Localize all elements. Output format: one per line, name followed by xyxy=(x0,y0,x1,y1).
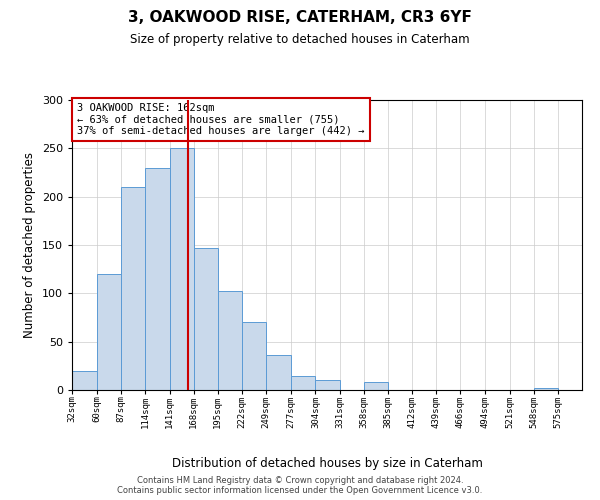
Bar xyxy=(218,292,242,390)
Text: Size of property relative to detached houses in Caterham: Size of property relative to detached ho… xyxy=(130,32,470,46)
Bar xyxy=(364,382,388,390)
Bar xyxy=(316,380,340,390)
Bar xyxy=(97,274,121,390)
Y-axis label: Number of detached properties: Number of detached properties xyxy=(23,152,36,338)
Text: Contains HM Land Registry data © Crown copyright and database right 2024.
Contai: Contains HM Land Registry data © Crown c… xyxy=(118,476,482,495)
Bar xyxy=(291,376,316,390)
Text: 3, OAKWOOD RISE, CATERHAM, CR3 6YF: 3, OAKWOOD RISE, CATERHAM, CR3 6YF xyxy=(128,10,472,25)
Text: Distribution of detached houses by size in Caterham: Distribution of detached houses by size … xyxy=(172,458,482,470)
Bar xyxy=(266,355,291,390)
Bar xyxy=(170,148,194,390)
Bar xyxy=(194,248,218,390)
Bar xyxy=(72,370,97,390)
Text: 3 OAKWOOD RISE: 162sqm
← 63% of detached houses are smaller (755)
37% of semi-de: 3 OAKWOOD RISE: 162sqm ← 63% of detached… xyxy=(77,103,365,136)
Bar xyxy=(533,388,558,390)
Bar xyxy=(121,187,145,390)
Bar xyxy=(242,322,266,390)
Bar xyxy=(145,168,170,390)
